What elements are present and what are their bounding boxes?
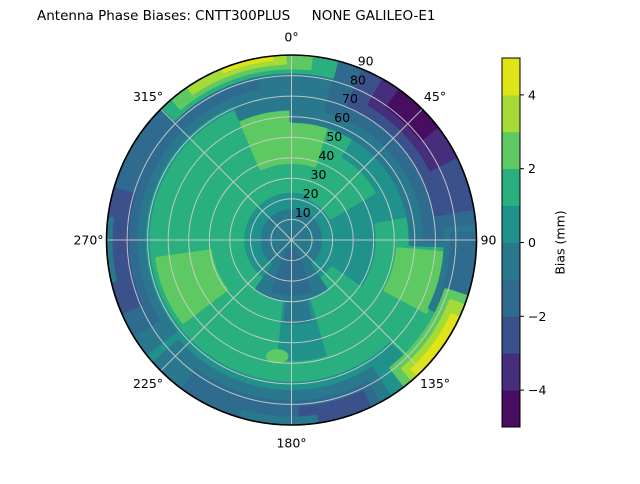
angular-tick-label: 315° xyxy=(133,89,163,104)
colorbar-segment xyxy=(502,279,520,317)
contour-region xyxy=(308,152,376,220)
contour-region xyxy=(265,349,289,364)
angular-tick-label: 45° xyxy=(424,89,446,104)
colorbar-tick-label: −4 xyxy=(528,383,546,398)
radial-tick-label: 60 xyxy=(334,110,350,125)
colorbar-tick-label: 2 xyxy=(528,161,536,176)
colorbar-axis-label: Bias (mm) xyxy=(553,210,568,274)
colorbar-segment xyxy=(502,205,520,243)
colorbar-segment xyxy=(502,131,520,170)
angular-tick-label: 0° xyxy=(284,30,298,45)
radial-tick-label: 80 xyxy=(350,72,366,87)
polar-grid xyxy=(106,54,477,426)
polar-grid-spoke xyxy=(291,239,423,372)
angular-tick-label: 180° xyxy=(276,436,306,451)
angular-tick-label: 225° xyxy=(133,376,163,391)
colorbar-tick-label: 4 xyxy=(528,87,536,102)
angular-tick-label: 135° xyxy=(420,376,450,391)
radial-tick-label: 10 xyxy=(295,205,311,220)
colorbar-segment xyxy=(502,316,520,354)
polar-outline xyxy=(105,54,478,426)
colorbar-segment xyxy=(502,94,520,133)
radial-tick-label: 90 xyxy=(358,53,374,68)
polar-grid-spoke xyxy=(160,239,292,372)
colorbar-segment xyxy=(502,168,520,206)
colorbar: 4 2 0 −2 −4 Bias (mm) xyxy=(501,57,568,428)
contour-region xyxy=(383,247,445,314)
radial-tick-label: 70 xyxy=(342,91,358,106)
colorbar-segment xyxy=(502,242,520,280)
colorbar-segment xyxy=(502,353,520,391)
polar-grid-spoke xyxy=(160,108,292,241)
polar-grid-spoke xyxy=(291,108,423,241)
colorbar-segment xyxy=(502,390,520,428)
chart-title: Antenna Phase Biases: CNTT300PLUS NONE G… xyxy=(37,8,436,24)
colorbar-segment xyxy=(502,58,520,96)
colorbar-tick-label: 0 xyxy=(528,235,536,250)
radial-tick-label: 40 xyxy=(318,148,334,163)
angular-tick-label: 90 xyxy=(481,233,497,248)
colorbar-tick-label: −2 xyxy=(528,309,546,324)
angular-tick-label: 270° xyxy=(73,233,103,248)
radial-tick-label: 20 xyxy=(303,186,319,201)
radial-tick-label: 50 xyxy=(326,129,342,144)
radial-tick-label: 30 xyxy=(311,167,327,182)
